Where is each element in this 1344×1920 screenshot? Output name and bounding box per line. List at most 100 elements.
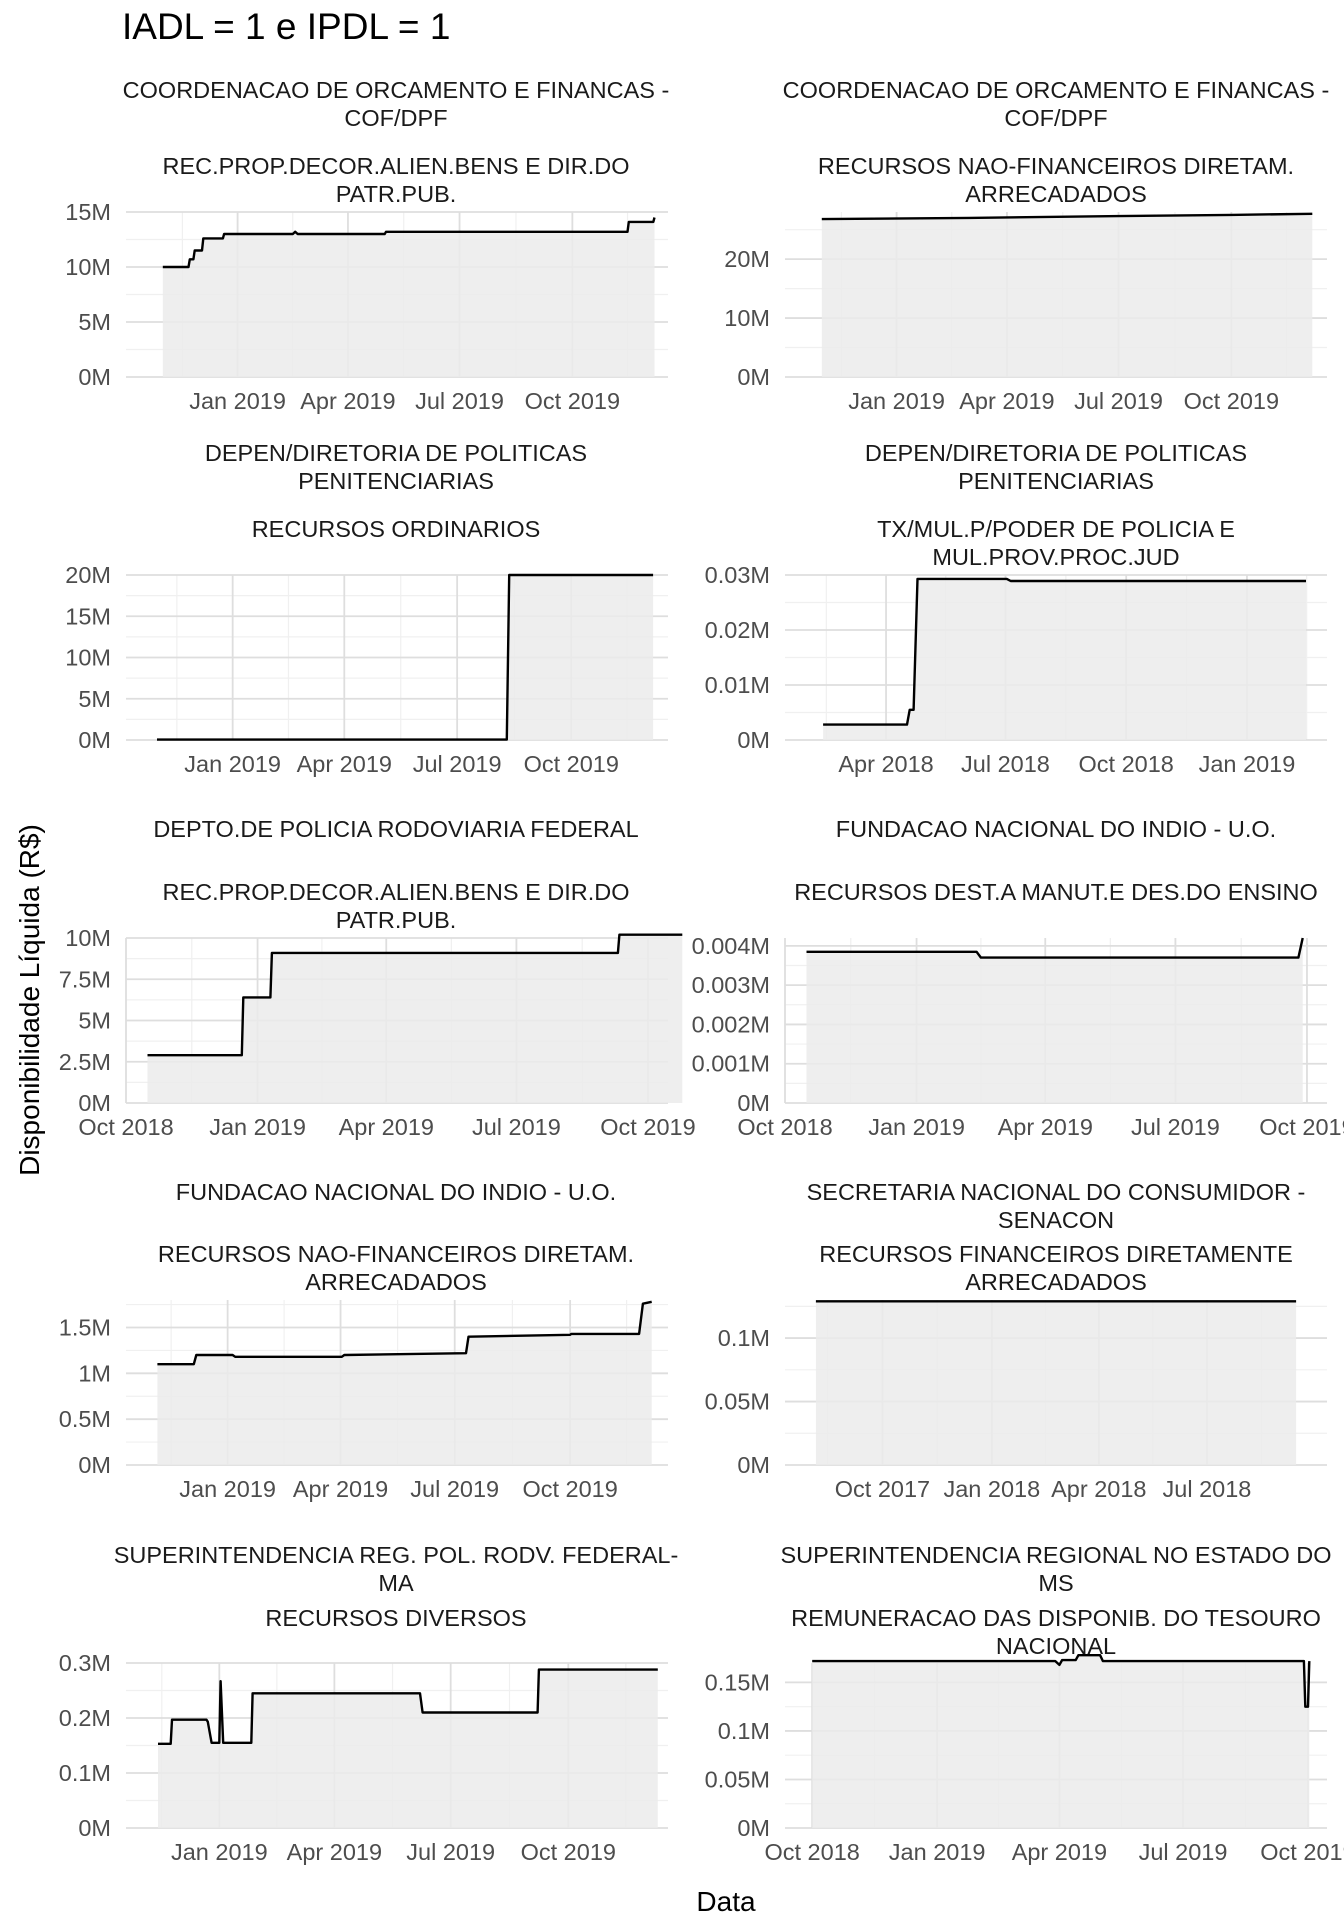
panel-10: 0M 0.05M 0.1M 0.15M Oct 2018 Jan 2019 Apr 2019…	[705, 1655, 1344, 1865]
x-tick-label: Jul 2019	[1074, 388, 1163, 414]
x-tick-label: Oct 2019	[1184, 388, 1279, 414]
x-tick-label: Apr 2019	[297, 751, 392, 777]
x-tick-label: Jan 2019	[179, 1476, 276, 1502]
y-tick-label: 2.5M	[59, 1049, 111, 1075]
y-tick-label: 0M	[78, 1815, 111, 1841]
x-tick-label: Oct 2018	[78, 1114, 173, 1140]
x-tick-label: Jul 2019	[410, 1476, 499, 1502]
x-tick-label: Oct 2019	[521, 1839, 616, 1865]
x-tick-label: Oct 2019	[600, 1114, 695, 1140]
y-tick-label: 0.1M	[718, 1325, 770, 1351]
y-tick-label: 0.15M	[705, 1669, 770, 1695]
x-tick-label: Jan 2019	[209, 1114, 306, 1140]
y-tick-label: 10M	[724, 305, 770, 331]
x-tick-label: Jan 2019	[848, 388, 945, 414]
x-tick-label: Oct 2019	[524, 751, 619, 777]
x-tick-label: Jul 2019	[472, 1114, 561, 1140]
y-tick-label: 0M	[78, 364, 111, 390]
y-tick-label: 7.5M	[59, 966, 111, 992]
y-tick-label: 0.02M	[705, 617, 770, 643]
x-tick-label: Jul 2019	[413, 751, 502, 777]
x-tick-label: Jul 2019	[1139, 1839, 1228, 1865]
y-tick-label: 0.004M	[692, 933, 770, 959]
x-tick-label: Jul 2018	[1163, 1476, 1252, 1502]
x-tick-label: Apr 2019	[1012, 1839, 1107, 1865]
x-tick-label: Apr 2018	[838, 751, 933, 777]
series-area	[812, 1655, 1309, 1828]
y-tick-label: 0M	[737, 727, 770, 753]
x-tick-label: Jan 2019	[189, 388, 286, 414]
x-tick-label: Jan 2019	[171, 1839, 268, 1865]
x-tick-label: Jul 2018	[961, 751, 1050, 777]
x-tick-label: Oct 2018	[737, 1114, 832, 1140]
panel-1: 0M 5M 10M 15M Jan 2019 Apr 2019 Jul 2019 Oct 20…	[65, 199, 668, 414]
y-tick-label: 0.5M	[59, 1406, 111, 1432]
y-tick-label: 0.002M	[692, 1011, 770, 1037]
y-tick-label: 0.05M	[705, 1766, 770, 1792]
y-tick-label: 20M	[65, 562, 111, 588]
x-tick-label: Jul 2019	[1131, 1114, 1220, 1140]
y-tick-label: 0.001M	[692, 1051, 770, 1077]
panel-2: 0M 10M 20M Jan 2019 Apr 2019 Jul 2019 Oct 2019	[724, 212, 1327, 414]
y-tick-label: 0.05M	[705, 1389, 770, 1415]
x-tick-label: Oct 2018	[764, 1839, 859, 1865]
panel-9: 0M 0.1M 0.2M 0.3M Jan 2019 Apr 2019 Jul 2019 Oc…	[59, 1650, 668, 1865]
x-tick-label: Apr 2019	[998, 1114, 1093, 1140]
y-tick-label: 0.03M	[705, 562, 770, 588]
y-tick-label: 0.01M	[705, 672, 770, 698]
y-tick-label: 1.5M	[59, 1315, 111, 1341]
x-tick-label: Jan 2019	[868, 1114, 965, 1140]
y-tick-label: 5M	[78, 309, 111, 335]
y-tick-label: 0.003M	[692, 972, 770, 998]
x-tick-label: Oct 2019	[1260, 1839, 1344, 1865]
x-tick-label: Oct 2017	[835, 1476, 930, 1502]
y-tick-label: 5M	[78, 686, 111, 712]
x-tick-label: Jan 2018	[943, 1476, 1040, 1502]
y-tick-label: 20M	[724, 246, 770, 272]
y-tick-label: 0M	[78, 1452, 111, 1478]
x-tick-label: Apr 2019	[339, 1114, 434, 1140]
x-tick-label: Jan 2019	[184, 751, 281, 777]
series-area	[148, 935, 683, 1103]
panel-6: 0M 0.001M 0.002M 0.003M 0.004M Oct 2018 Jan 20…	[692, 933, 1344, 1140]
y-tick-label: 15M	[65, 199, 111, 225]
y-tick-label: 0M	[737, 364, 770, 390]
series-area	[157, 1302, 651, 1465]
series-area	[816, 1301, 1296, 1465]
x-tick-label: Jul 2019	[406, 1839, 495, 1865]
y-tick-label: 5M	[78, 1008, 111, 1034]
panel-5: 0M2.5M5M7.5M10MOct 2018 Jan 2019 Apr 2019 J…	[59, 925, 696, 1140]
y-tick-label: 0.1M	[59, 1760, 111, 1786]
x-tick-label: Oct 2019	[522, 1476, 617, 1502]
y-tick-label: 0M	[737, 1815, 770, 1841]
panel-7: 0M 0.5M 1M 1.5M Jan 2019 Apr 2019 Jul 2019 Oct …	[59, 1300, 668, 1502]
x-tick-label: Oct 2019	[1259, 1114, 1344, 1140]
panel-8: 0M 0.05M 0.1M Oct 2017 Jan 2018 Apr 2018 Jul 2…	[705, 1300, 1327, 1502]
x-tick-label: Jul 2019	[415, 388, 504, 414]
y-tick-label: 0.2M	[59, 1705, 111, 1731]
y-tick-label: 0M	[737, 1090, 770, 1116]
x-tick-label: Jan 2019	[1199, 751, 1296, 777]
y-tick-label: 15M	[65, 603, 111, 629]
y-tick-label: 0.3M	[59, 1650, 111, 1676]
y-tick-label: 0M	[78, 1090, 111, 1116]
x-tick-label: Oct 2019	[525, 388, 620, 414]
x-tick-label: Jan 2019	[889, 1839, 986, 1865]
y-tick-label: 0M	[737, 1452, 770, 1478]
series-area	[807, 938, 1303, 1103]
series-area	[822, 214, 1313, 377]
x-tick-label: Apr 2019	[293, 1476, 388, 1502]
x-tick-label: Apr 2019	[959, 388, 1054, 414]
y-tick-label: 10M	[65, 254, 111, 280]
series-area	[163, 218, 655, 378]
y-tick-label: 0.1M	[718, 1718, 770, 1744]
x-tick-label: Oct 2018	[1079, 751, 1174, 777]
panel-4: 0M 0.01M 0.02M 0.03M Apr 2018 Jul 2018 Oct 201…	[705, 562, 1327, 777]
y-tick-label: 0M	[78, 727, 111, 753]
x-tick-label: Apr 2019	[287, 1839, 382, 1865]
y-tick-label: 1M	[78, 1360, 111, 1386]
y-tick-label: 10M	[65, 645, 111, 671]
panel-3: 0M 5M 10M 15M 20M Jan 2019 Apr 2019 Jul 2019 Oct…	[65, 562, 668, 777]
x-tick-label: Apr 2019	[300, 388, 395, 414]
